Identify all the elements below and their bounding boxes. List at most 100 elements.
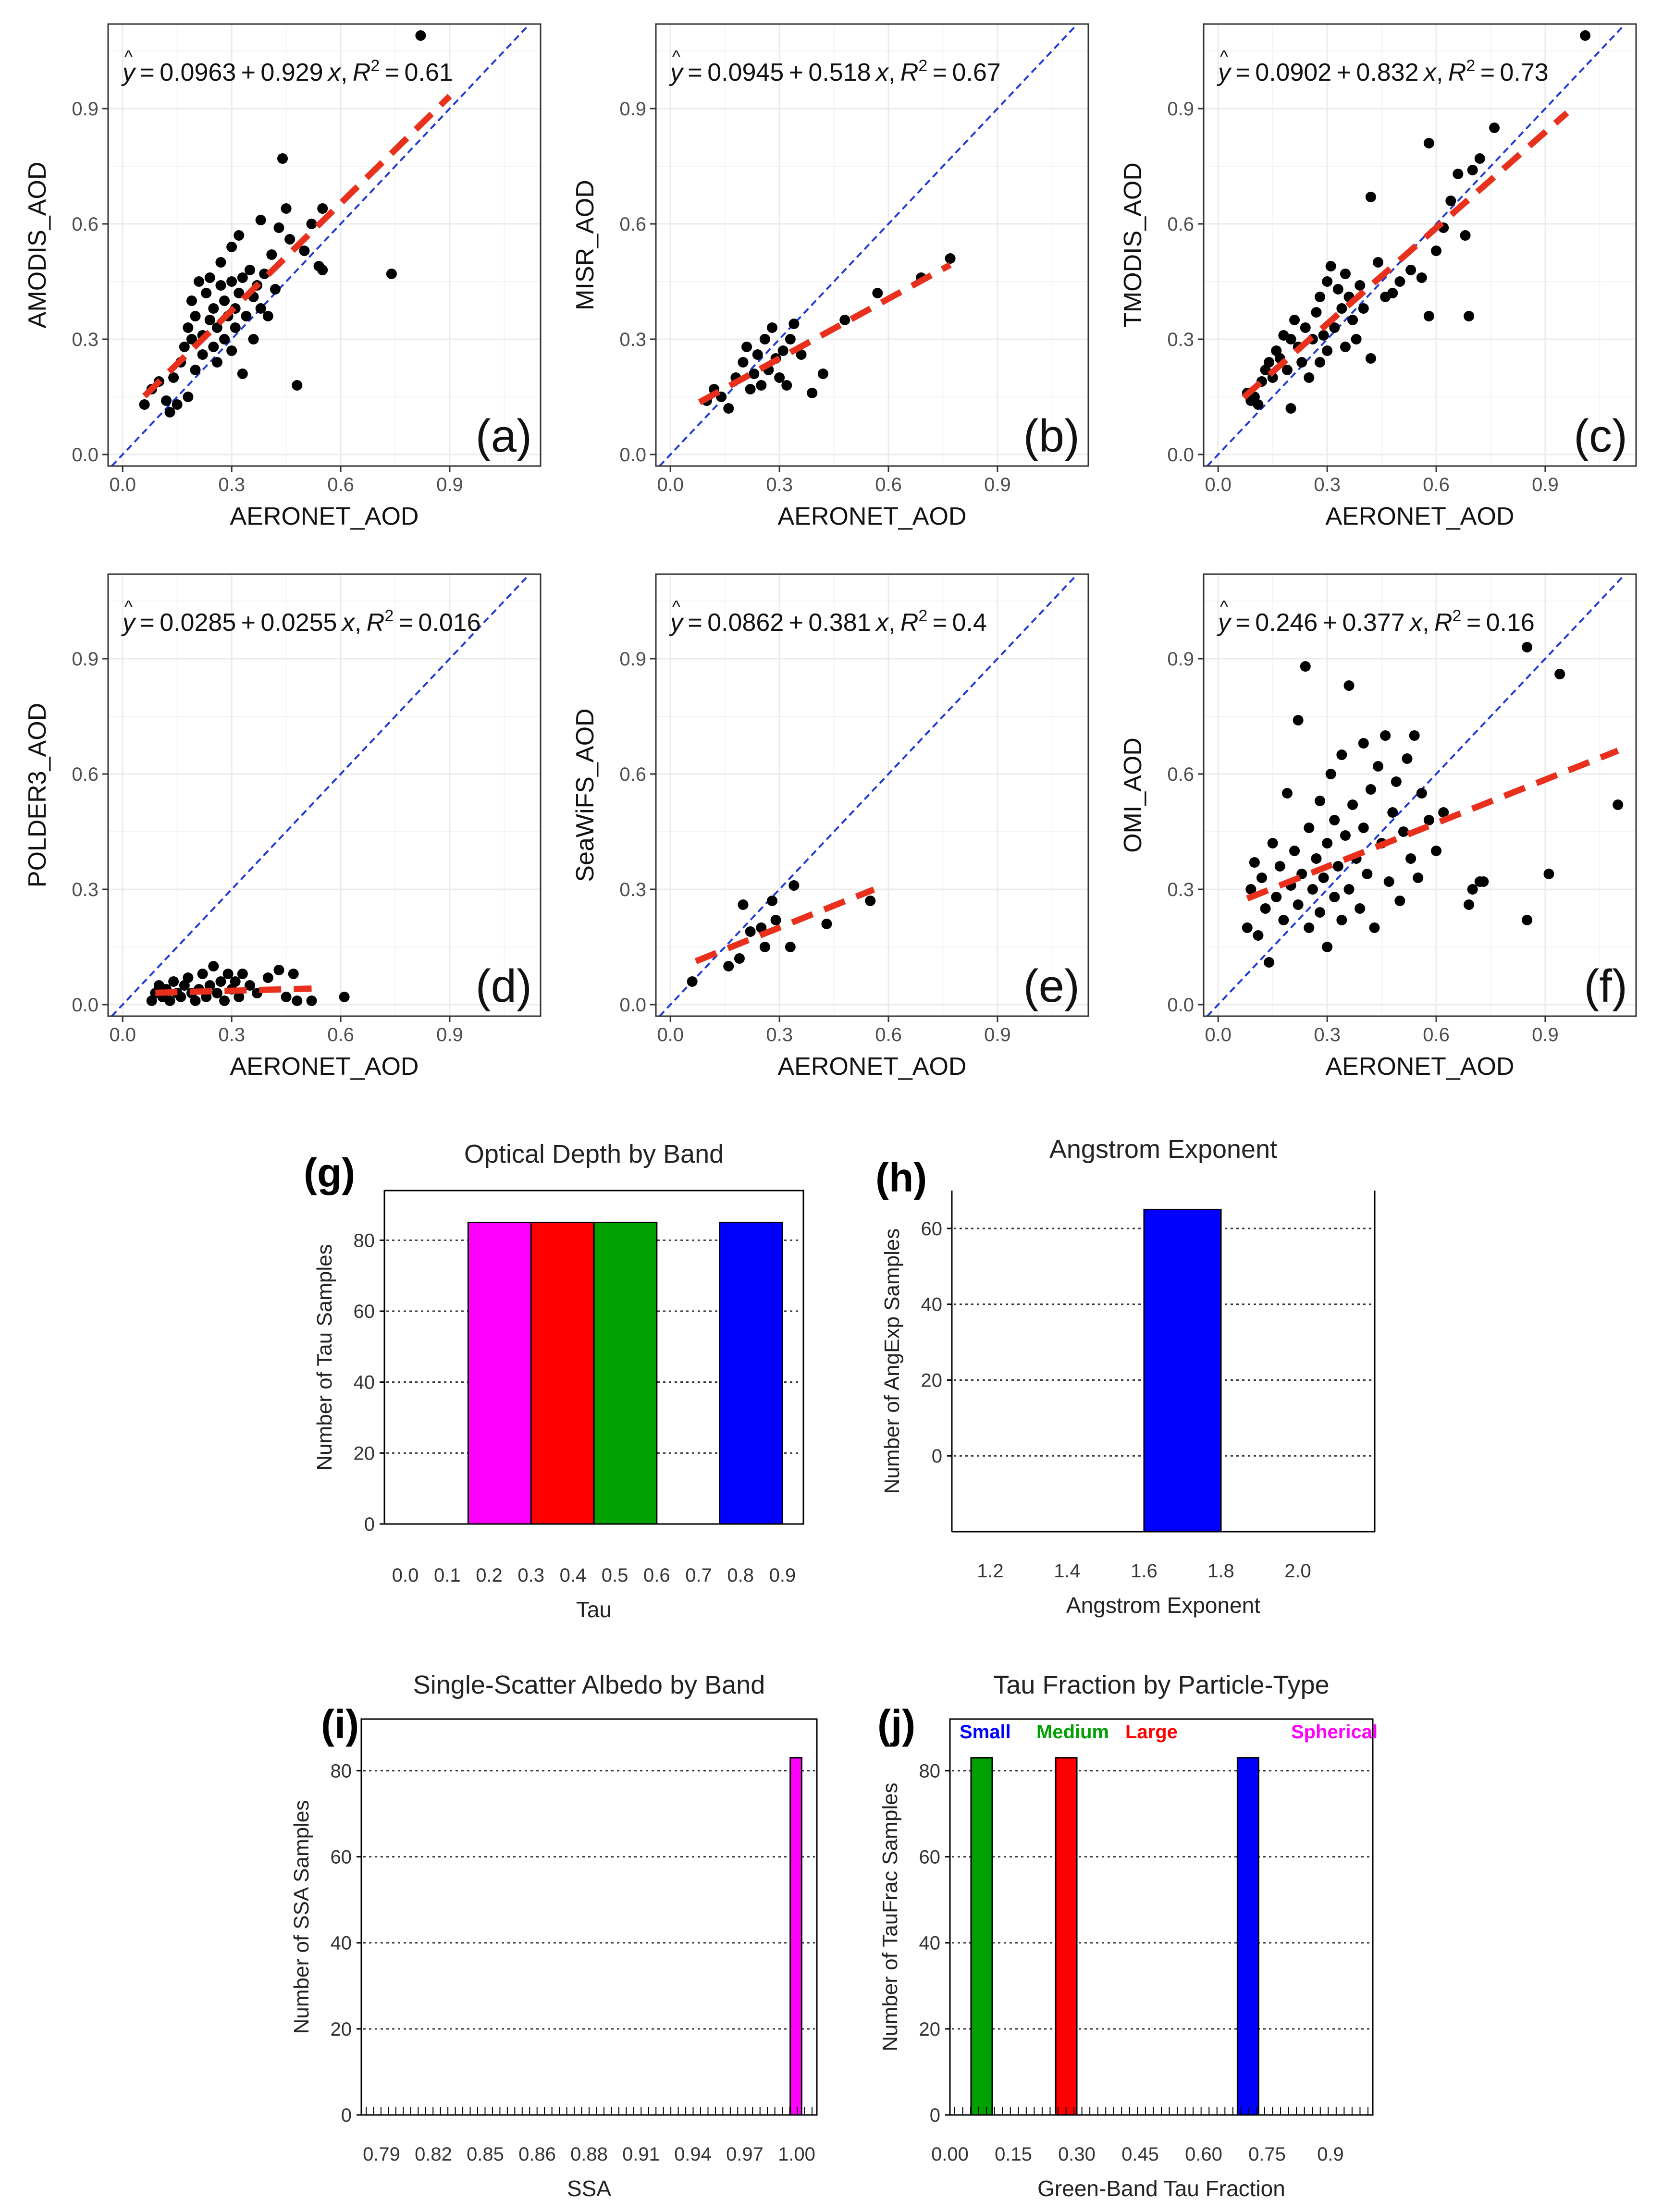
data-point	[1281, 365, 1293, 375]
eq-intercept: 0.246	[1255, 609, 1318, 637]
data-point	[255, 303, 266, 314]
data-point	[1325, 261, 1336, 271]
data-point	[1554, 669, 1565, 679]
eq-equals: =	[135, 59, 160, 86]
legend-item-large: Large	[1125, 1721, 1178, 1743]
x-tick-label: 0.3	[1314, 474, 1341, 495]
x-tick-label: 0.0	[657, 474, 684, 495]
plot-background	[1204, 24, 1636, 466]
data-point	[219, 334, 230, 344]
eq-x-symbol: x	[341, 609, 356, 637]
eq-space	[1405, 609, 1410, 637]
panel-label: (i)	[321, 1702, 359, 1747]
y-tick-label: 0.0	[619, 444, 646, 466]
data-point	[273, 222, 284, 233]
plot-border	[1203, 23, 1637, 467]
data-point	[1329, 322, 1340, 333]
eq-equals-2: =	[394, 609, 418, 637]
panel-label: (j)	[877, 1702, 915, 1747]
data-point	[1300, 322, 1311, 333]
data-point	[1431, 846, 1442, 856]
data-point	[745, 384, 756, 394]
x-tick-label: 0.6	[875, 1024, 902, 1045]
data-point	[1416, 272, 1427, 283]
data-point	[139, 399, 150, 410]
eq-equals-2: =	[1475, 59, 1500, 86]
data-point	[767, 322, 778, 333]
eq-slope: 0.929	[260, 59, 323, 86]
data-point	[1267, 838, 1278, 848]
data-point	[1296, 357, 1307, 368]
data-point	[1285, 403, 1296, 414]
eq-slope: 0.377	[1342, 609, 1405, 637]
eq-r-symbol: R	[1448, 59, 1466, 86]
data-point	[208, 303, 219, 314]
data-point	[179, 342, 190, 352]
y-tick-label: 60	[331, 1847, 352, 1868]
y-axis-title: Number of AngExp Samples	[880, 1229, 904, 1494]
data-point	[1336, 303, 1347, 314]
data-point	[1336, 750, 1347, 760]
y-tick-label: 0.0	[1167, 444, 1194, 466]
data-point	[1281, 788, 1293, 799]
data-point	[234, 288, 245, 298]
data-point	[785, 334, 796, 344]
bar-panel-j: 0 20 40 60 80 0.00 0.15 0.30 0.45 0.60 0.75 0.9 Tau …	[877, 1671, 1378, 2201]
data-point	[190, 311, 201, 321]
eq-plus: +	[1318, 609, 1342, 637]
eq-r-symbol: R	[1434, 609, 1453, 637]
data-point	[244, 265, 255, 275]
x-tick-label: 0.15	[995, 2144, 1032, 2165]
y-tick-label: 20	[921, 1370, 943, 1391]
data-point	[386, 269, 397, 279]
data-point	[1391, 776, 1402, 787]
regression-equation: y = 0.0945 + 0.518 x, R2 = 0.67	[669, 57, 1001, 86]
data-point	[788, 319, 800, 329]
data-point	[288, 969, 299, 979]
x-tick-label: 0.7	[685, 1565, 712, 1586]
data-point	[211, 357, 222, 368]
data-point	[1340, 269, 1351, 279]
identity-line	[111, 573, 530, 1017]
data-point	[1365, 192, 1376, 202]
x-tick-label: 0.3	[766, 474, 793, 495]
data-point	[190, 365, 201, 375]
eq-y-symbol: y	[669, 59, 684, 86]
scatter-panel-a: 0.0 0.3 0.6 0.9 0.0 0.3 0.6 0.9 AERONET_AOD AMODI…	[24, 23, 542, 530]
data-point	[1383, 876, 1394, 887]
eq-r2: 0.016	[418, 609, 480, 637]
y-tick-label: 20	[354, 1443, 375, 1464]
y-tick-label: 0.3	[72, 879, 99, 900]
scatter-panel-e: 0.0 0.3 0.6 0.9 0.0 0.3 0.6 0.9 AERONET_AOD SeaWi…	[571, 573, 1089, 1081]
data-point	[1365, 353, 1376, 364]
data-point	[865, 896, 876, 906]
data-point	[1580, 30, 1591, 41]
eq-hat-symbol: ^	[1220, 597, 1228, 616]
scatter-panel-c: 0.0 0.3 0.6 0.9 0.0 0.3 0.6 0.9 AERONET_AOD TMODI…	[1119, 23, 1637, 530]
data-point	[1274, 861, 1285, 872]
data-point	[186, 295, 197, 306]
data-point	[1460, 230, 1471, 241]
data-point	[752, 349, 763, 360]
data-point	[723, 961, 734, 971]
x-axis-title: Green-Band Tau Fraction	[1037, 2176, 1285, 2201]
data-point	[1322, 345, 1333, 356]
plot-border	[107, 573, 542, 1017]
data-point	[284, 234, 296, 245]
plot-background	[656, 574, 1088, 1016]
data-point	[194, 276, 205, 287]
y-tick-label: 0.0	[619, 995, 646, 1016]
data-point	[215, 257, 226, 268]
x-tick-label: 0.0	[109, 1024, 136, 1045]
data-point	[183, 322, 194, 333]
eq-comma: ,	[888, 609, 900, 637]
eq-y-symbol: y	[669, 609, 684, 637]
y-tick-label: 0.9	[72, 649, 99, 670]
data-point	[1300, 661, 1311, 672]
y-tick-label: 0.6	[1167, 214, 1194, 235]
eq-r-exponent: 2	[370, 57, 380, 75]
plot-border	[1203, 573, 1637, 1017]
x-tick-label: 0.0	[1205, 474, 1232, 495]
data-point	[741, 342, 752, 352]
